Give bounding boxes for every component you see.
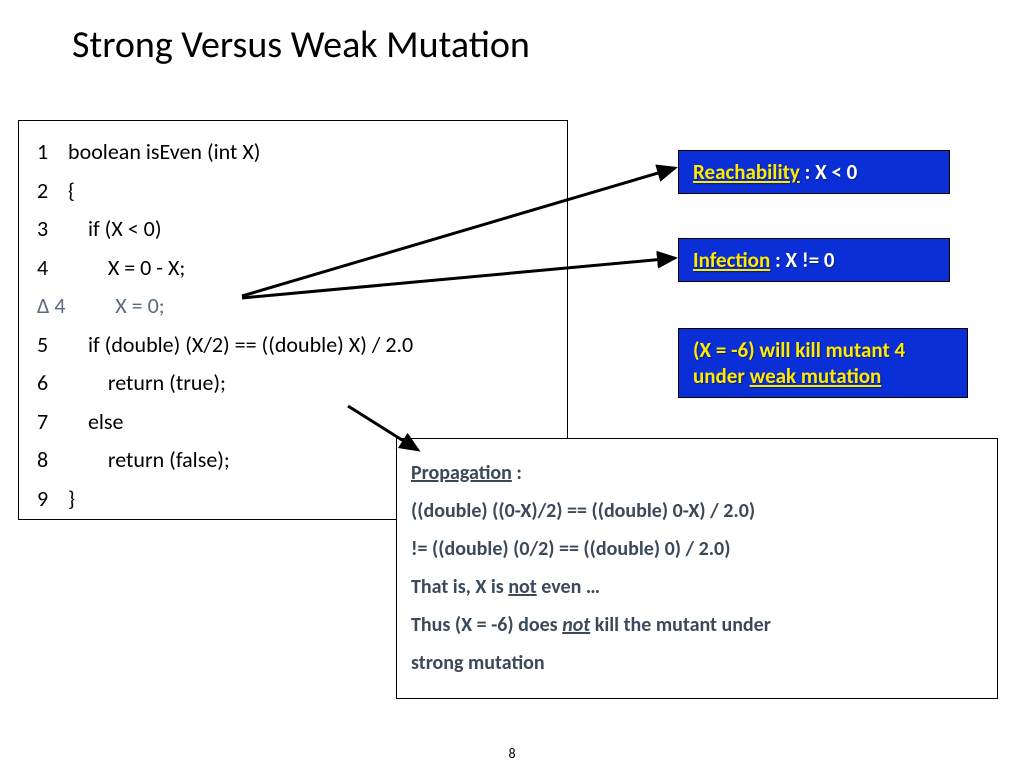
propagation-box: Propagation : ((double) ((0-X)/2) == ((d… bbox=[396, 438, 998, 699]
code-line: 7 else bbox=[37, 403, 549, 442]
prop-l3d: not bbox=[508, 575, 536, 599]
prop-colon: : bbox=[512, 461, 522, 485]
reachability-cond: : X < 0 bbox=[800, 159, 857, 185]
weak-line2b: weak mutation bbox=[750, 363, 882, 389]
code-line: 1 boolean isEven (int X) bbox=[37, 133, 549, 172]
prop-l4b: not bbox=[562, 613, 590, 637]
reachability-box: Reachability : X < 0 bbox=[678, 150, 950, 194]
code-line: 6 return (true); bbox=[37, 364, 549, 403]
prop-head: Propagation bbox=[411, 461, 512, 485]
infection-cond: : X != 0 bbox=[770, 247, 834, 273]
infection-box: Infection : X != 0 bbox=[678, 238, 950, 282]
prop-l2: != ((double) (0/2) == ((double) 0) / 2.0… bbox=[411, 534, 983, 565]
prop-l4a: Thus (X = -6) does bbox=[411, 613, 562, 637]
weak-line2a: under bbox=[693, 363, 750, 389]
prop-l3a: That is, bbox=[411, 575, 475, 599]
code-line: 3 if (X < 0) bbox=[37, 210, 549, 249]
code-line: 5 if (double) (X/2) == ((double) X) / 2.… bbox=[37, 326, 549, 365]
prop-l3b: X bbox=[475, 575, 486, 599]
code-line: 2 { bbox=[37, 172, 549, 211]
code-line: 4 X = 0 - X; bbox=[37, 249, 549, 288]
page-number: 8 bbox=[0, 745, 1024, 762]
prop-l3c: is bbox=[486, 575, 508, 599]
slide-title: Strong Versus Weak Mutation bbox=[72, 22, 530, 68]
weak-mutation-box: (X = -6) will kill mutant 4 under weak m… bbox=[678, 328, 968, 398]
infection-label: Infection bbox=[693, 247, 770, 273]
prop-l5: strong mutation bbox=[411, 648, 983, 679]
weak-line1: (X = -6) will kill mutant 4 bbox=[693, 337, 905, 363]
prop-l3e: even … bbox=[537, 575, 600, 599]
prop-l4c: kill the mutant under bbox=[590, 613, 771, 637]
prop-l1: ((double) ((0-X)/2) == ((double) 0-X) / … bbox=[411, 496, 983, 527]
reachability-label: Reachability bbox=[693, 159, 800, 185]
code-line-mutant: Δ 4 X = 0; bbox=[37, 287, 549, 326]
